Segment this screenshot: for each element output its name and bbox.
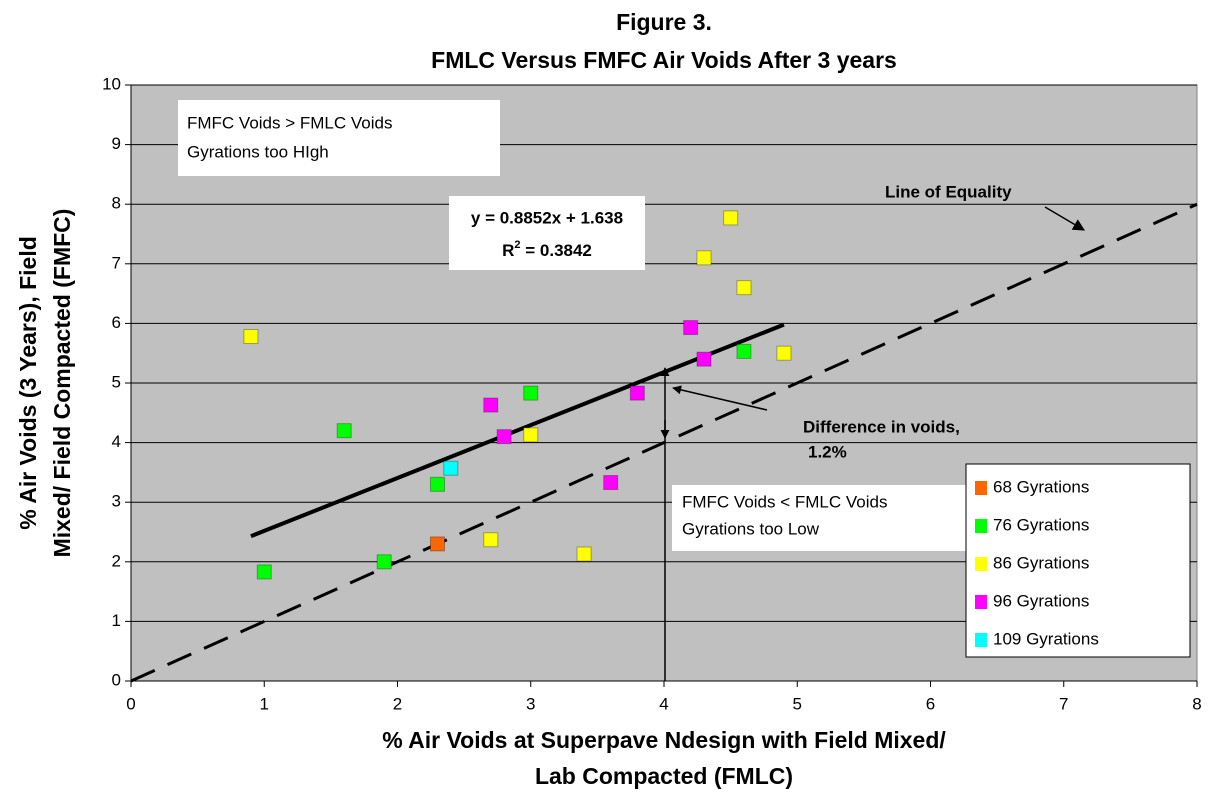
point	[723, 210, 739, 226]
sup: 2	[514, 239, 520, 251]
legend-label: 76 Gyrations	[993, 515, 1089, 534]
point	[683, 320, 699, 336]
point	[243, 329, 259, 345]
point	[429, 536, 445, 552]
annotation: Line of Equality	[885, 182, 1012, 201]
x-tick-label: 1	[260, 694, 269, 713]
x-axis-label: Lab Compacted (FMLC)	[535, 763, 793, 789]
legend-swatch	[975, 519, 987, 533]
annotation-box	[672, 485, 978, 551]
equation-box	[449, 196, 645, 270]
point	[429, 476, 445, 492]
legend-label: 96 Gyrations	[993, 591, 1089, 610]
r: R	[502, 241, 514, 260]
y-tick-label: 7	[112, 253, 121, 272]
annotation: Difference in voids,	[803, 417, 960, 436]
point	[603, 475, 619, 491]
y-tick-label: 9	[112, 134, 121, 153]
annotation: FMFC Voids > FMLC Voids	[187, 113, 392, 132]
legend-swatch	[975, 633, 987, 647]
point	[629, 385, 645, 401]
y-tick-label: 0	[112, 670, 121, 689]
x-tick-label: 5	[793, 694, 802, 713]
y-tick-label: 1	[112, 611, 121, 630]
annotation: 1.2%	[808, 442, 847, 461]
y-tick-label: 8	[112, 194, 121, 213]
x-tick-label: 0	[126, 694, 135, 713]
r-squared: R2 = 0.3842	[502, 239, 592, 261]
y-tick-label: 4	[112, 432, 121, 451]
x-tick-label: 7	[1059, 694, 1068, 713]
point	[523, 427, 539, 443]
point	[443, 460, 459, 476]
equation: y = 0.8852x + 1.638	[471, 208, 623, 227]
equality-line	[130, 202, 1198, 683]
trendline	[250, 322, 785, 539]
annotation: Gyrations too HIgh	[187, 142, 329, 161]
point	[776, 345, 792, 361]
annotation: Gyrations too Low	[682, 519, 820, 538]
point	[496, 429, 512, 445]
y-tick-label: 10	[102, 74, 121, 93]
legend-swatch	[975, 595, 987, 609]
legend-label: 109 Gyrations	[993, 629, 1099, 648]
legend-label: 86 Gyrations	[993, 553, 1089, 572]
legend-label: 68 Gyrations	[993, 477, 1089, 496]
arrow	[672, 385, 768, 411]
point	[576, 546, 592, 562]
point	[736, 343, 752, 359]
x-axis-label: % Air Voids at Superpave Ndesign with Fi…	[382, 727, 946, 753]
arrow	[1044, 206, 1086, 231]
legend	[965, 463, 1191, 658]
point	[376, 554, 392, 570]
annotation-box	[178, 100, 500, 176]
point	[336, 423, 352, 439]
point	[256, 564, 272, 580]
x-tick-label: 6	[926, 694, 935, 713]
point	[736, 280, 752, 296]
y-axis-label: Mixed/ Field Compacted (FMFC)	[49, 209, 75, 558]
legend-swatch	[975, 481, 987, 495]
x-tick-label: 8	[1192, 694, 1201, 713]
x-tick-label: 4	[659, 694, 668, 713]
chart-title: Figure 3.	[616, 9, 712, 35]
chart-title: FMLC Versus FMFC Air Voids After 3 years	[431, 47, 897, 73]
x-tick-label: 2	[393, 694, 402, 713]
point	[696, 250, 712, 266]
point	[696, 351, 712, 367]
legend-swatch	[975, 557, 987, 571]
point	[523, 385, 539, 401]
point	[483, 397, 499, 413]
r-rest: = 0.3842	[521, 241, 592, 260]
x-tick-label: 3	[526, 694, 535, 713]
y-tick-label: 6	[112, 313, 121, 332]
y-axis-label: % Air Voids (3 Years), Field	[15, 236, 41, 530]
y-tick-label: 5	[112, 372, 121, 391]
annotation: FMFC Voids < FMLC Voids	[682, 492, 887, 511]
point	[483, 532, 499, 548]
y-tick-label: 2	[112, 551, 121, 570]
y-tick-label: 3	[112, 492, 121, 511]
